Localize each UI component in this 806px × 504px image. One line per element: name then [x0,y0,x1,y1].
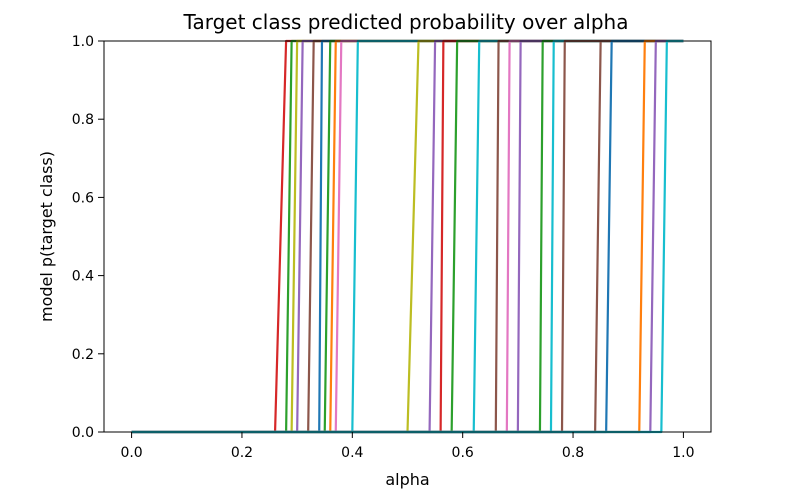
y-tick-label: 0.8 [72,112,94,128]
axes-frame [103,40,712,433]
x-tick-label: 0.6 [452,445,474,461]
x-tick-label: 0.2 [231,445,253,461]
y-tick-label: 0.6 [72,190,94,206]
x-tick-label: 0.4 [341,445,363,461]
x-tick-label: 0.8 [562,445,584,461]
chart-title: Target class predicted probability over … [183,10,629,34]
y-tick-label: 0.0 [72,425,94,441]
ticks-layer: 0.0 0.2 0.4 0.6 0.8 1.0 0.0 0.2 0.4 0.6 0.8 1.0 [72,34,695,461]
x-tick-label: 0.0 [120,445,142,461]
y-tick-label: 0.2 [72,347,94,363]
x-axis-label: alpha [385,470,429,489]
y-tick-label: 1.0 [72,34,94,50]
x-tick-label: 1.0 [672,445,694,461]
y-tick-label: 0.4 [72,269,94,285]
series-layer [131,39,684,434]
series-line-22 [131,39,684,434]
y-axis-label: model p(target class) [37,151,56,322]
